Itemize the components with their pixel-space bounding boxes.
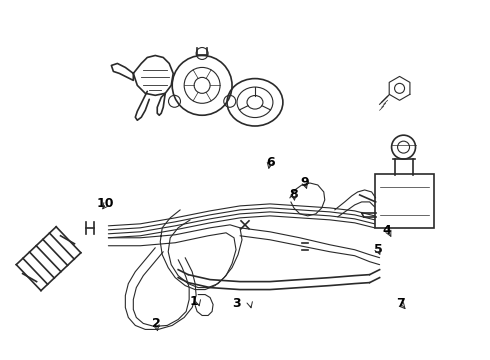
Text: 6: 6 [266, 156, 275, 169]
Text: 7: 7 [396, 297, 405, 310]
Text: 2: 2 [152, 317, 160, 330]
Text: 10: 10 [97, 197, 115, 210]
Text: 8: 8 [290, 188, 298, 201]
Text: 3: 3 [232, 297, 241, 310]
Text: 1: 1 [189, 296, 198, 309]
Text: 9: 9 [300, 176, 309, 189]
Text: 4: 4 [382, 224, 391, 237]
Text: 5: 5 [373, 243, 382, 256]
